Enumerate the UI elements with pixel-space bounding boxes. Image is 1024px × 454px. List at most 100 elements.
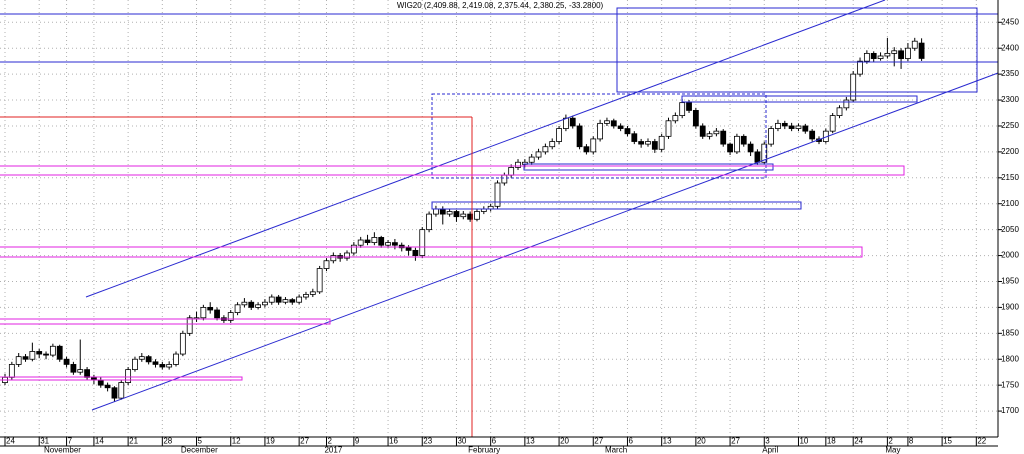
candle-body	[344, 252, 350, 259]
x-tick-label: 30	[457, 437, 466, 446]
candle-body	[330, 255, 337, 262]
candle-body	[255, 304, 261, 308]
candle-body	[576, 125, 583, 148]
candle-body	[118, 382, 125, 399]
x-tick-label: 2	[327, 437, 332, 446]
candle-body	[433, 208, 439, 215]
candle-body	[686, 102, 692, 111]
x-tick-label: 23	[423, 437, 432, 446]
candle-body	[590, 138, 597, 153]
month-label: April	[762, 446, 778, 454]
x-tick-label: 10	[799, 437, 808, 446]
candle-body	[877, 55, 884, 59]
candle-body	[357, 239, 364, 246]
month-label: November	[44, 446, 81, 454]
candle-body	[631, 133, 638, 142]
x-tick-label: 16	[389, 437, 398, 446]
candle-body	[604, 120, 610, 124]
candle-body	[296, 296, 303, 303]
candle-body	[508, 167, 515, 176]
candle-body	[36, 351, 43, 355]
candle-body	[179, 332, 186, 355]
month-label: December	[181, 446, 218, 454]
x-tick-label: 24	[6, 437, 15, 446]
candle-body	[658, 135, 665, 150]
candle-body	[104, 384, 111, 389]
candle-body	[775, 122, 781, 129]
candle-body	[645, 141, 651, 145]
y-tick-label: 2200	[1001, 147, 1019, 156]
candle-body	[672, 115, 679, 122]
candles	[2, 37, 925, 402]
candle-body	[282, 299, 289, 303]
candle-body	[651, 141, 658, 150]
candle-body	[371, 237, 378, 244]
candle-body	[843, 99, 850, 109]
candle-body	[166, 364, 173, 368]
x-tick-label: 28	[163, 437, 172, 446]
candle-body	[911, 40, 918, 49]
candle-body	[747, 143, 754, 153]
candle-body	[617, 125, 624, 129]
candle-body	[624, 128, 631, 135]
candle-body	[29, 351, 36, 360]
candle-body	[460, 213, 467, 218]
y-tick-label: 1900	[1001, 303, 1019, 312]
y-tick-label: 1850	[1001, 328, 1019, 337]
x-tick-label: 8	[909, 437, 914, 446]
candle-body	[234, 304, 241, 313]
candle-body	[309, 291, 316, 295]
y-tick-label: 2250	[1001, 121, 1019, 130]
candle-body	[439, 208, 446, 215]
candle-body	[22, 356, 29, 360]
candle-body	[802, 125, 809, 132]
candle-body	[542, 146, 549, 153]
y-tick-label: 2100	[1001, 199, 1019, 208]
channel-lower	[91, 72, 999, 411]
level-band	[0, 246, 863, 258]
candle-body	[610, 120, 617, 127]
candle-body	[870, 52, 877, 59]
candle-body	[405, 247, 412, 251]
x-tick-label: 19	[266, 437, 275, 446]
candle-body	[857, 60, 863, 75]
candle-body	[905, 47, 911, 59]
month-label: May	[885, 446, 900, 454]
x-tick-label: 21	[129, 437, 138, 446]
candle-body	[898, 50, 904, 59]
candle-body	[391, 242, 398, 246]
x-tick-label: 12	[232, 437, 241, 446]
candle-body	[49, 345, 56, 356]
candle-body	[549, 141, 556, 148]
y-tick-label: 2400	[1001, 43, 1019, 52]
candle-body	[720, 130, 727, 145]
candle-body	[138, 356, 145, 360]
candle-body	[467, 213, 474, 220]
candle-body	[781, 122, 788, 127]
candle-body	[323, 260, 330, 269]
candle-body	[528, 156, 535, 163]
candle-body	[863, 52, 870, 62]
x-tick-label: 20	[697, 437, 706, 446]
candle-body	[43, 353, 49, 356]
x-tick-label: 7	[68, 437, 73, 446]
y-tick-label: 1950	[1001, 277, 1019, 286]
candle-body	[145, 356, 152, 363]
candle-body	[350, 244, 357, 254]
level-band	[0, 318, 331, 325]
candle-body	[494, 182, 501, 207]
candle-body	[132, 358, 138, 371]
candle-body	[200, 307, 207, 319]
candle-body	[665, 120, 672, 137]
candle-body	[453, 211, 460, 218]
candle-body	[241, 301, 248, 306]
candle-body	[829, 115, 836, 132]
candle-body	[740, 135, 747, 145]
candle-body	[159, 364, 166, 368]
candle-body	[884, 52, 891, 57]
x-tick-label: 2	[888, 437, 893, 446]
drawing-overlay	[0, 0, 999, 437]
candle-body	[152, 361, 159, 365]
